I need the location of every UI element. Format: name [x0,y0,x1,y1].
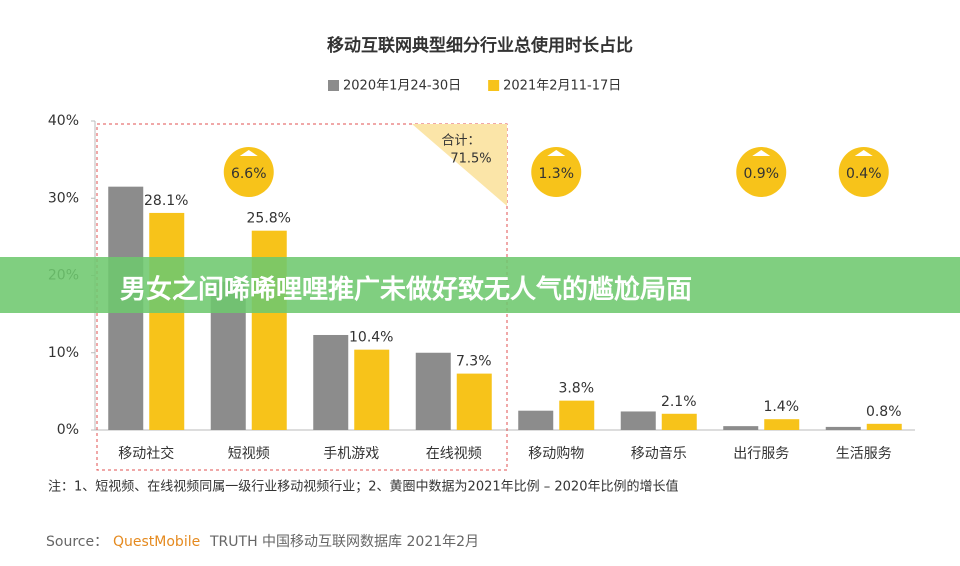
legend-swatch [488,80,500,91]
bar [313,334,349,430]
y-tick-label: 30% [48,190,79,206]
group-corner [412,124,507,206]
bar [825,426,861,430]
value-label: 10.4% [349,330,393,346]
badge-icon [547,150,566,156]
x-tick-label: 移动社交 [118,445,174,462]
legend-label: 2021年2月11-17日 [503,79,621,94]
bar [866,423,902,430]
increase-badge [531,147,582,197]
bar [149,212,185,430]
source-prefix: Source： [46,534,108,550]
bar [723,426,759,430]
increase-label: 0.9% [743,166,779,182]
legend-swatch [328,80,339,91]
bar [456,373,492,430]
bar [354,349,390,430]
y-tick-label: 0% [57,422,79,438]
bar [661,413,697,430]
value-label: 2.1% [661,394,697,410]
x-tick-label: 移动购物 [528,446,584,462]
x-tick-label: 生活服务 [836,446,892,462]
x-tick-label: 移动音乐 [631,445,687,462]
value-label: 3.8% [558,381,594,397]
legend-label: 2020年1月24-30日 [343,79,461,94]
x-tick-label: 在线视频 [426,446,482,462]
bar [764,419,800,430]
increase-label: 0.4% [846,166,882,182]
increase-badge [838,147,889,197]
y-tick-label: 40% [48,113,79,129]
source-brand: QuestMobile [113,534,200,550]
increase-label: 1.3% [538,166,574,182]
group-label: 合计： [441,134,480,149]
badge-icon [854,150,873,156]
group-value: 71.5% [450,152,491,167]
x-tick-label: 手机游戏 [323,446,379,462]
increase-label: 6.6% [231,166,267,182]
y-tick-label: 10% [48,345,79,361]
bar [415,352,451,430]
bar [518,410,554,430]
value-label: 0.8% [866,404,902,420]
value-label: 25.8% [247,211,291,227]
note: 注：1、短视频、在线视频同属一级行业移动视频行业；2、黄圈中数据为2021年比例… [48,479,678,495]
bar [559,400,595,430]
value-label: 28.1% [144,193,188,209]
badge-icon [239,150,258,156]
x-tick-label: 出行服务 [733,446,789,462]
bar [620,411,656,430]
chart-title: 移动互联网典型细分行业总使用时长占比 [327,35,633,56]
increase-badge [736,147,787,197]
badge-icon [752,150,771,156]
x-tick-label: 短视频 [228,446,270,462]
value-label: 1.4% [763,399,799,415]
source-rest: TRUTH 中国移动互联网数据库 2021年2月 [209,534,479,550]
banner-text: 男女之间唏唏哩哩推广未做好致无人气的尴尬局面 [120,275,693,305]
banner: 男女之间唏唏哩哩推广未做好致无人气的尴尬局面 [0,257,960,313]
increase-badge [223,147,274,197]
value-label: 7.3% [456,354,492,370]
